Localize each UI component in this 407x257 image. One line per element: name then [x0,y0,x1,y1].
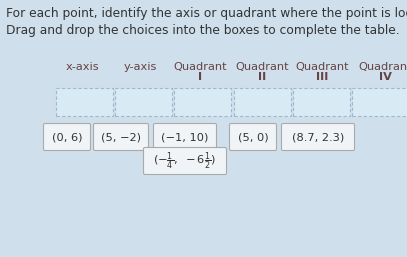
Text: (−1, 10): (−1, 10) [161,132,209,142]
Text: III: III [316,72,328,82]
Text: (5, 0): (5, 0) [238,132,268,142]
FancyBboxPatch shape [115,88,172,116]
Text: (8.7, 2.3): (8.7, 2.3) [292,132,344,142]
Text: Drag and drop the choices into the boxes to complete the table.: Drag and drop the choices into the boxes… [6,24,400,37]
FancyBboxPatch shape [153,124,217,151]
FancyBboxPatch shape [44,124,90,151]
Text: For each point, identify the axis or quadrant where the point is located.: For each point, identify the axis or qua… [6,7,407,20]
Text: y-axis: y-axis [123,62,157,72]
FancyBboxPatch shape [174,88,232,116]
Text: II: II [258,72,266,82]
FancyBboxPatch shape [230,124,276,151]
FancyBboxPatch shape [282,124,354,151]
Text: x-axis: x-axis [65,62,99,72]
Text: I: I [198,72,202,82]
Text: Quadrant: Quadrant [295,62,349,72]
Text: (5, −2): (5, −2) [101,132,141,142]
FancyBboxPatch shape [293,88,350,116]
FancyBboxPatch shape [352,88,407,116]
FancyBboxPatch shape [144,148,227,175]
FancyBboxPatch shape [94,124,149,151]
Text: Quadrant: Quadrant [358,62,407,72]
FancyBboxPatch shape [234,88,291,116]
Text: Quadrant: Quadrant [235,62,289,72]
Text: $(-\frac{1}{4},\ -6\frac{1}{2})$: $(-\frac{1}{4},\ -6\frac{1}{2})$ [153,150,217,172]
Text: (0, 6): (0, 6) [52,132,82,142]
FancyBboxPatch shape [56,88,113,116]
Text: Quadrant: Quadrant [173,62,227,72]
Text: IV: IV [379,72,392,82]
